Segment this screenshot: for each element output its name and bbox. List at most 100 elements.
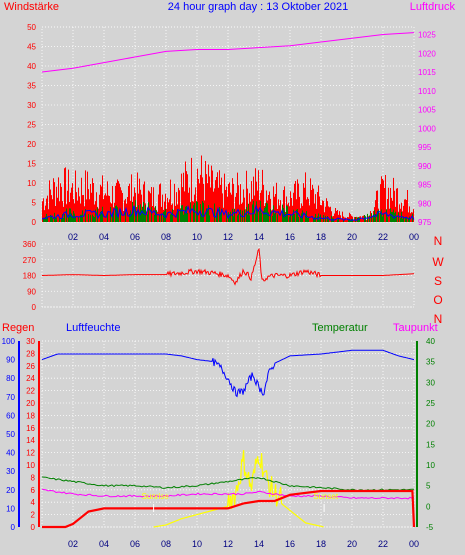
humidity-axis-title: Luftfeuchte [66, 322, 120, 334]
humidity-line [41, 349, 415, 398]
wind-y-tick-label: 10 [27, 179, 36, 188]
wind-panel-x-tick-label: 10 [192, 232, 202, 242]
compass-label: N [434, 312, 443, 326]
rain-y-tick-label: 10 [26, 461, 35, 470]
wind-y-tick-label: 0 [32, 218, 37, 227]
temperature-y-tick-label: 5 [426, 482, 431, 491]
temperature-y-tick-label: 20 [426, 420, 435, 429]
chart-title: 24 hour graph day : 13 Oktober 2021 [168, 1, 348, 13]
temperature-y-tick-label: 0 [426, 502, 431, 511]
wind-avg-line [41, 204, 415, 221]
rain-y-tick-label: 30 [26, 337, 35, 346]
direction-y-tick-label: 180 [23, 272, 37, 281]
wind-y-tick-label: 35 [27, 82, 36, 91]
wind-y-tick-label: 40 [27, 62, 36, 71]
rain-y-tick-label: 18 [26, 411, 35, 420]
climate-panel-x-tick-label: 14 [254, 539, 264, 549]
pressure-y-tick-label: 995 [418, 143, 432, 152]
direction-y-tick-label: 360 [23, 240, 37, 249]
temperature-y-tick-label: 15 [426, 440, 435, 449]
compass-label: W [432, 255, 444, 269]
wind-y-tick-label: 45 [27, 43, 36, 52]
pressure-y-tick-label: 1025 [418, 31, 436, 40]
rain-y-tick-label: 14 [26, 436, 35, 445]
solar-line [153, 450, 324, 528]
wind-panel-x-tick-label: 22 [378, 232, 388, 242]
temperature-y-tick-label: 35 [426, 358, 435, 367]
dewpoint-line [41, 488, 415, 500]
pressure-y-tick-label: 985 [418, 181, 432, 190]
climate-panel-x-tick-label: 04 [99, 539, 109, 549]
wind-panel-x-tick-label: 06 [130, 232, 140, 242]
climate-panel-x-tick-label: 00 [409, 539, 419, 549]
rain-y-tick-label: 22 [26, 387, 35, 396]
wind-panel-x-tick-label: 00 [409, 232, 419, 242]
wind-panel-x-tick-label: 08 [161, 232, 171, 242]
humidity-y-tick-label: 70 [6, 393, 15, 402]
humidity-y-tick-label: 60 [6, 411, 15, 420]
temperature-y-tick-label: 25 [426, 399, 435, 408]
wind-panel-x-tick-label: 18 [316, 232, 326, 242]
pressure-y-tick-label: 990 [418, 162, 432, 171]
rain-axis-title: Regen [2, 322, 34, 334]
humidity-y-tick-label: 40 [6, 449, 15, 458]
temperature-y-tick-label: 40 [426, 337, 435, 346]
climate-panel-x-tick-label: 12 [223, 539, 233, 549]
compass-label: N [434, 234, 443, 248]
pressure-line [41, 32, 415, 73]
humidity-y-tick-label: 100 [2, 337, 16, 346]
rain-y-tick-label: 20 [26, 399, 35, 408]
wind-y-tick-label: 30 [27, 101, 36, 110]
climate-panel-x-tick-label: 10 [192, 539, 202, 549]
wind-panel-x-tick-label: 02 [68, 232, 78, 242]
compass-label: S [434, 274, 442, 288]
humidity-y-tick-label: 20 [6, 486, 15, 495]
climate-panel-x-tick-label: 18 [316, 539, 326, 549]
humidity-y-tick-label: 10 [6, 504, 15, 513]
wind-panel-x-tick-label: 20 [347, 232, 357, 242]
humidity-y-tick-label: 80 [6, 374, 15, 383]
pressure-y-tick-label: 1015 [418, 68, 436, 77]
humidity-y-tick-label: 50 [6, 430, 15, 439]
rain-y-tick-label: 8 [31, 473, 36, 482]
wind-panel-x-tick-label: 12 [223, 232, 233, 242]
humidity-y-tick-label: 0 [11, 523, 16, 532]
direction-y-tick-label: 0 [32, 303, 37, 312]
rain-y-tick-label: 2 [31, 511, 36, 520]
sunrise-label: Sunrise [142, 492, 170, 501]
pressure-y-tick-label: 1010 [418, 87, 436, 96]
temperature-y-tick-label: 10 [426, 461, 435, 470]
temperature-axis-title: Temperatur [312, 322, 368, 334]
climate-panel-x-tick-label: 02 [68, 539, 78, 549]
wind-panel-x-tick-label: 14 [254, 232, 264, 242]
rain-y-tick-label: 12 [26, 449, 35, 458]
wind-axis-title: Windstärke [4, 1, 59, 13]
temperature-y-tick-label: 30 [426, 378, 435, 387]
direction-y-tick-label: 90 [27, 287, 36, 296]
climate-panel-x-tick-label: 22 [378, 539, 388, 549]
rain-y-tick-label: 0 [31, 523, 36, 532]
pressure-y-tick-label: 980 [418, 199, 432, 208]
rain-y-tick-label: 16 [26, 424, 35, 433]
pressure-y-tick-label: 1005 [418, 106, 436, 115]
rain-y-tick-label: 4 [31, 498, 36, 507]
pressure-y-tick-label: 975 [418, 218, 432, 227]
pressure-y-tick-label: 1000 [418, 124, 436, 133]
wind-y-tick-label: 15 [27, 160, 36, 169]
wind-y-tick-label: 50 [27, 23, 36, 32]
rain-y-tick-label: 26 [26, 362, 35, 371]
rain-line [42, 489, 416, 529]
direction-y-tick-label: 270 [23, 256, 37, 265]
dewpoint-axis-title: Taupunkt [393, 322, 438, 334]
pressure-y-tick-label: 1020 [418, 49, 436, 58]
pressure-axis-title: Luftdruck [410, 1, 456, 13]
temperature-line [41, 476, 414, 492]
climate-panel-x-tick-label: 08 [161, 539, 171, 549]
rain-y-tick-label: 28 [26, 349, 35, 358]
wind-panel-x-tick-label: 04 [99, 232, 109, 242]
compass-label: O [433, 293, 442, 307]
wind-direction-line [42, 247, 414, 286]
sunset-label: Sunset [313, 492, 339, 501]
